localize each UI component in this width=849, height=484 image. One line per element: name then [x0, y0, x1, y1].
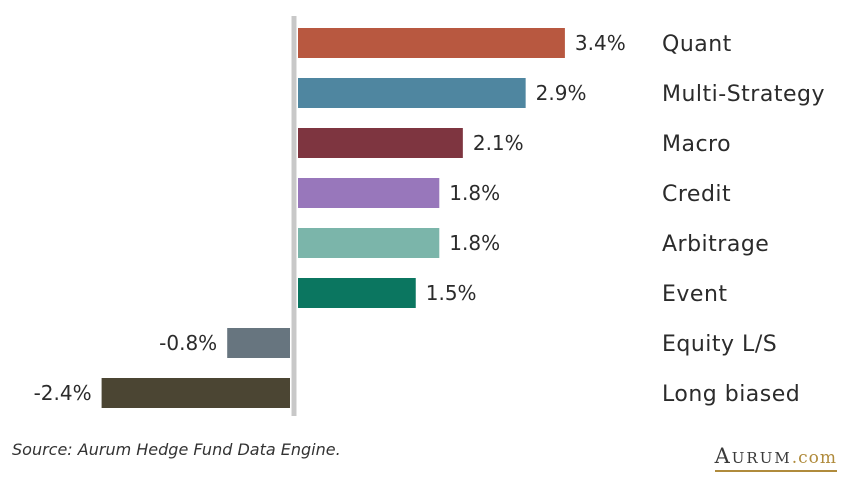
bar	[298, 228, 440, 258]
category-label: Quant	[662, 32, 732, 57]
value-label: -2.4%	[34, 381, 92, 405]
category-label: Multi-Strategy	[662, 82, 825, 107]
bar	[101, 378, 290, 408]
category-label: Arbitrage	[662, 232, 769, 257]
category-label: Equity L/S	[662, 332, 777, 357]
value-label: -0.8%	[159, 331, 217, 355]
category-label: Long biased	[662, 382, 800, 407]
category-label: Macro	[662, 132, 731, 157]
value-label: 1.8%	[449, 231, 500, 255]
source-note: Source: Aurum Hedge Fund Data Engine.	[12, 440, 341, 459]
bar	[227, 328, 290, 358]
logo-word: Aurum	[714, 444, 792, 468]
aurum-logo: Aurum.com	[714, 444, 837, 472]
category-label: Credit	[662, 182, 731, 207]
bar	[298, 178, 440, 208]
value-label: 3.4%	[575, 31, 626, 55]
logo-underline	[714, 470, 837, 472]
bar	[298, 28, 565, 58]
value-label: 2.1%	[473, 131, 524, 155]
value-label: 1.5%	[426, 281, 477, 305]
category-label: Event	[662, 282, 728, 307]
bar-chart: 3.4% Quant 2.9% Multi-Strategy 2.1% Macro 1.8%…	[34, 16, 825, 416]
bar	[298, 278, 416, 308]
value-label: 2.9%	[536, 81, 587, 105]
bar	[298, 128, 463, 158]
logo-suffix: .com	[791, 448, 837, 468]
bar	[298, 78, 526, 108]
value-label: 1.8%	[449, 181, 500, 205]
